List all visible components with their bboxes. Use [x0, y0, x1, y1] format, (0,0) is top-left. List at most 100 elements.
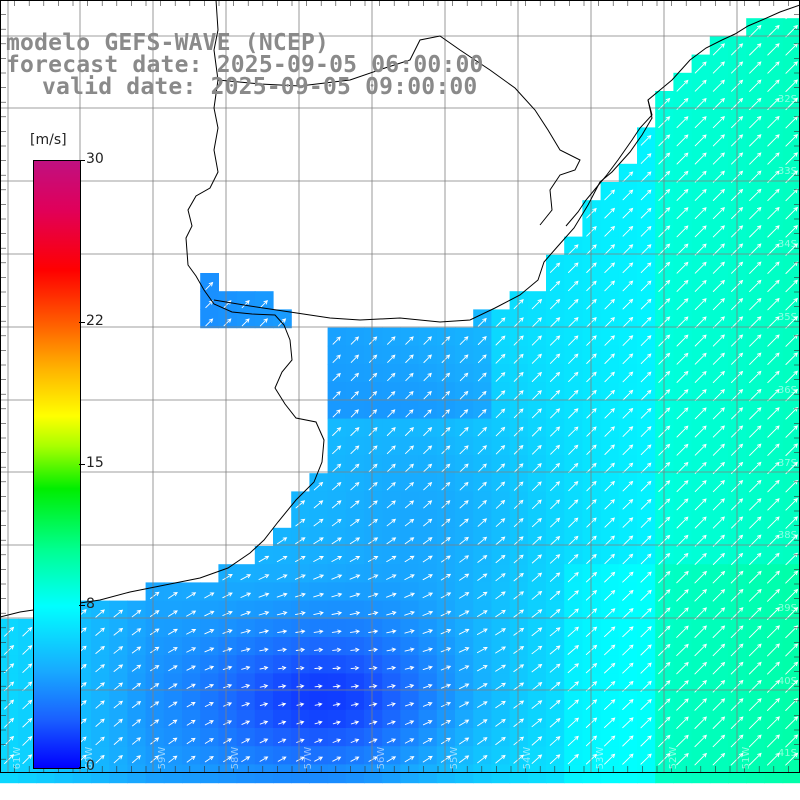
- wind-arrow: [205, 318, 214, 327]
- wind-speed-cell: [218, 582, 238, 602]
- wind-speed-cell: [746, 91, 765, 110]
- wind-speed-cell: [655, 382, 674, 401]
- wind-speed-cell: [309, 764, 329, 784]
- wind-speed-cell: [273, 764, 292, 784]
- wind-speed-cell: [600, 327, 620, 347]
- wind-speed-cell: [509, 364, 529, 383]
- wind-speed-cell: [491, 618, 511, 638]
- wind-speed-cell: [218, 764, 238, 784]
- wind-speed-cell: [509, 546, 529, 565]
- wind-speed-cell: [655, 345, 674, 365]
- wind-speed-cell: [546, 527, 565, 547]
- wind-arrow: [369, 409, 378, 418]
- wind-speed-cell: [455, 746, 474, 765]
- wind-speed-cell: [618, 236, 638, 256]
- wind-speed-cell: [309, 709, 329, 729]
- wind-speed-cell: [418, 473, 438, 492]
- wind-speed-cell: [600, 527, 620, 547]
- wind-arrow: [478, 409, 487, 418]
- wind-arrow: [676, 334, 689, 347]
- wind-speed-cell: [746, 254, 765, 274]
- wind-arrow: [296, 738, 305, 743]
- wind-arrow: [785, 206, 798, 220]
- wind-arrow: [694, 334, 707, 347]
- wind-arrow: [531, 663, 543, 673]
- wind-arrow: [640, 535, 652, 547]
- wind-speed-cell: [600, 436, 620, 456]
- wind-arrow: [404, 574, 415, 581]
- wind-arrow: [386, 647, 397, 652]
- wind-arrow: [277, 665, 287, 671]
- wind-speed-cell: [673, 600, 693, 620]
- wind-speed-cell: [527, 746, 547, 765]
- wind-speed-cell: [145, 655, 165, 674]
- wind-speed-cell: [491, 709, 511, 729]
- wind-speed-cell: [655, 655, 674, 674]
- wind-speed-cell: [564, 418, 583, 438]
- latitude-label: 35S: [778, 312, 797, 323]
- wind-arrow: [276, 555, 288, 563]
- wind-arrow: [748, 570, 762, 584]
- wind-arrow: [712, 516, 725, 529]
- wind-speed-cell: [364, 691, 383, 711]
- wind-arrow: [567, 681, 580, 692]
- wind-speed-cell: [273, 655, 292, 674]
- wind-arrow: [640, 571, 652, 583]
- wind-speed-cell: [200, 273, 219, 292]
- wind-speed-cell: [746, 655, 765, 674]
- wind-speed-cell: [200, 691, 219, 711]
- wind-arrow: [585, 735, 598, 747]
- wind-speed-cell: [764, 491, 784, 511]
- wind-speed-cell: [436, 418, 456, 438]
- wind-speed-cell: [473, 527, 492, 547]
- wind-speed-cell: [0, 655, 19, 674]
- wind-speed-cell: [345, 382, 365, 401]
- wind-arrow: [422, 592, 434, 599]
- wind-speed-cell: [582, 582, 602, 602]
- wind-arrow: [749, 115, 762, 129]
- latitude-label: 32S: [778, 94, 797, 105]
- wind-speed-cell: [218, 728, 238, 747]
- wind-speed-cell: [345, 600, 365, 620]
- wind-speed-cell: [364, 436, 383, 456]
- wind-arrow: [767, 407, 780, 420]
- wind-speed-cell: [691, 691, 711, 711]
- wind-speed-cell: [127, 618, 147, 638]
- wind-speed-cell: [655, 491, 674, 511]
- longitude-label: 56W: [376, 747, 387, 770]
- wind-arrow: [405, 391, 414, 400]
- wind-speed-cell: [564, 291, 583, 310]
- wind-speed-cell: [618, 273, 638, 292]
- wind-arrow: [567, 753, 579, 765]
- wind-speed-cell: [691, 728, 711, 747]
- wind-arrow: [131, 591, 142, 600]
- wind-speed-cell: [728, 254, 747, 274]
- wind-speed-cell: [582, 564, 602, 583]
- wind-arrow: [387, 318, 396, 327]
- wind-speed-cell: [764, 582, 784, 602]
- wind-speed-cell: [637, 527, 656, 547]
- wind-speed-cell: [527, 709, 547, 729]
- wind-speed-cell: [509, 637, 529, 656]
- wind-arrow: [676, 243, 689, 256]
- wind-speed-cell: [709, 637, 729, 656]
- wind-speed-cell: [782, 582, 800, 602]
- wind-arrow: [712, 389, 725, 402]
- wind-speed-cell: [618, 400, 638, 420]
- wind-arrow: [567, 644, 580, 655]
- wind-arrow: [332, 647, 342, 653]
- wind-arrow: [296, 702, 305, 707]
- wind-speed-cell: [455, 691, 474, 711]
- wind-arrow: [767, 388, 780, 402]
- wind-speed-cell: [400, 400, 420, 420]
- wind-arrow: [532, 499, 542, 510]
- wind-arrow: [785, 352, 798, 365]
- wind-speed-cell: [764, 436, 784, 456]
- wind-arrow: [694, 170, 707, 183]
- wind-speed-cell: [709, 273, 729, 292]
- wind-arrow: [604, 499, 615, 510]
- wind-speed-cell: [364, 728, 383, 747]
- wind-arrow: [694, 152, 707, 165]
- wind-arrow: [350, 647, 360, 653]
- wind-arrow: [314, 666, 323, 671]
